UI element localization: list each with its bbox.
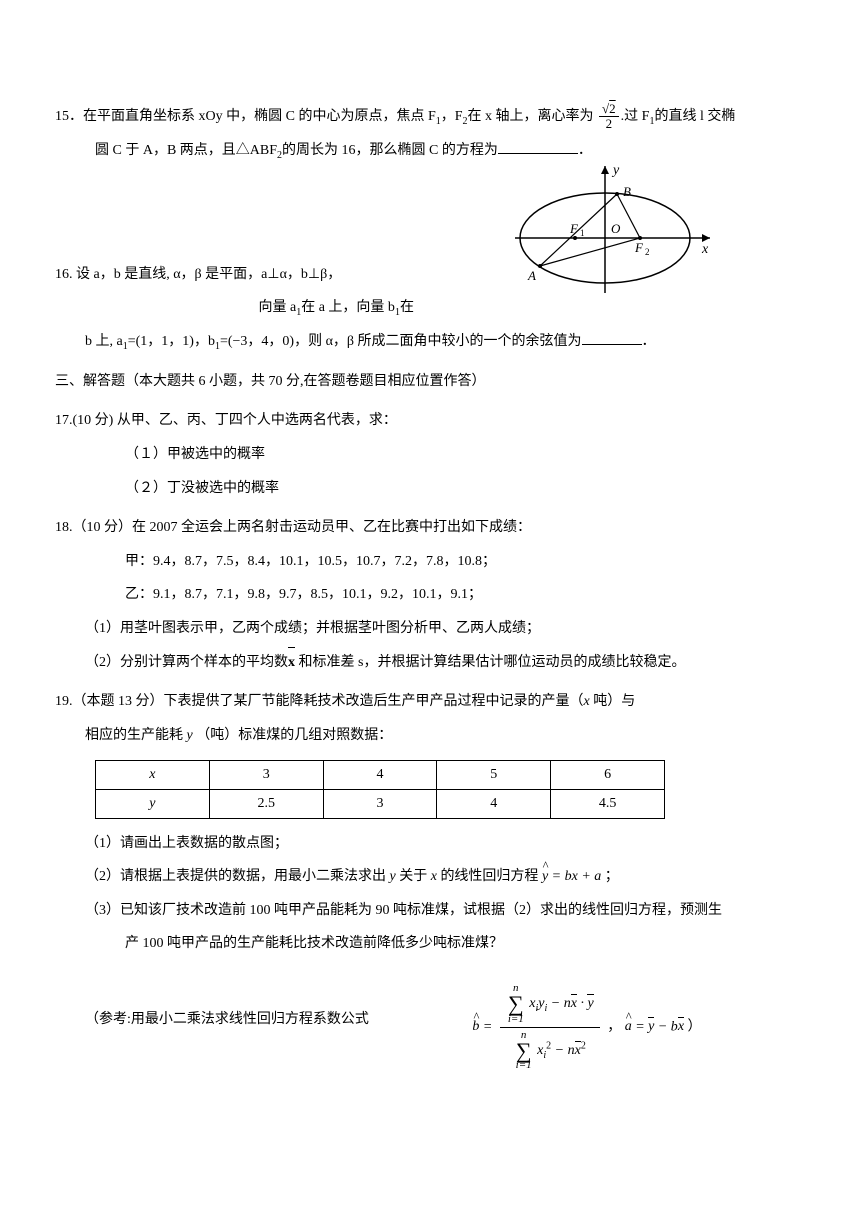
svg-text:B: B [623, 184, 631, 199]
eccentricity-fraction: 2 2 [599, 102, 619, 132]
q15-line1: 15．在平面直角坐标系 xOy 中，椭圆 C 的中心为原点，焦点 F1，F2在 … [55, 100, 805, 134]
svg-text:y: y [611, 163, 620, 178]
table-row: x 3 4 5 6 [96, 761, 665, 790]
question-18: 18.（10 分）在 2007 全运会上两名射击运动员甲、乙在比赛中打出如下成绩… [55, 511, 805, 679]
svg-text:F: F [634, 240, 644, 255]
b-hat-fraction: n∑i=1 xiyi − nx · y n∑i=1 xi2 − nx2 [500, 981, 600, 1074]
svg-text:A: A [527, 268, 536, 283]
q15-text: 15．在平面直角坐标系 xOy 中，椭圆 C 的中心为原点，焦点 F [55, 109, 436, 124]
answer-blank-15 [498, 140, 578, 154]
q16-line2: b 上, a1=(1，1，1)，b1=(−3，4，0)，则 α，β 所成二面角中… [55, 325, 805, 359]
question-19: 19.（本题 13 分）下表提供了某厂节能降耗技术改造后生产甲产品过程中记录的产… [55, 685, 805, 1073]
q18-p2: （2）分别计算两个样本的平均数x 和标准差 s，并根据计算结果估计哪位运动员的成… [55, 646, 805, 680]
reference-formula: （参考:用最小二乘法求线性回归方程系数公式 b = n∑i=1 xiyi − n… [55, 981, 805, 1074]
q19-p2: （2）请根据上表提供的数据，用最小二乘法求出 y 关于 x 的线性回归方程 y … [55, 860, 805, 894]
ellipse-diagram: y x O F 1 F 2 B A [495, 158, 725, 312]
q19-line2: 相应的生产能耗 y （吨）标准煤的几组对照数据： [55, 719, 805, 753]
svg-text:O: O [611, 221, 621, 236]
section-3-header: 三、解答题（本大题共 6 小题，共 70 分,在答题卷题目相应位置作答） [55, 365, 805, 399]
data-table: x 3 4 5 6 y 2.5 3 4 4.5 [95, 760, 665, 818]
svg-text:2: 2 [645, 247, 650, 257]
q19-title: 19.（本题 13 分）下表提供了某厂节能降耗技术改造后生产甲产品过程中记录的产… [55, 685, 805, 719]
answer-blank-16 [582, 331, 642, 345]
svg-text:x: x [701, 242, 709, 257]
svg-text:1: 1 [580, 228, 585, 238]
question-17: 17.(10 分) 从甲、乙、丙、丁四个人中选两名代表，求： （１）甲被选中的概… [55, 404, 805, 505]
table-row: y 2.5 3 4 4.5 [96, 789, 665, 818]
question-15: 15．在平面直角坐标系 xOy 中，椭圆 C 的中心为原点，焦点 F1，F2在 … [55, 100, 805, 168]
